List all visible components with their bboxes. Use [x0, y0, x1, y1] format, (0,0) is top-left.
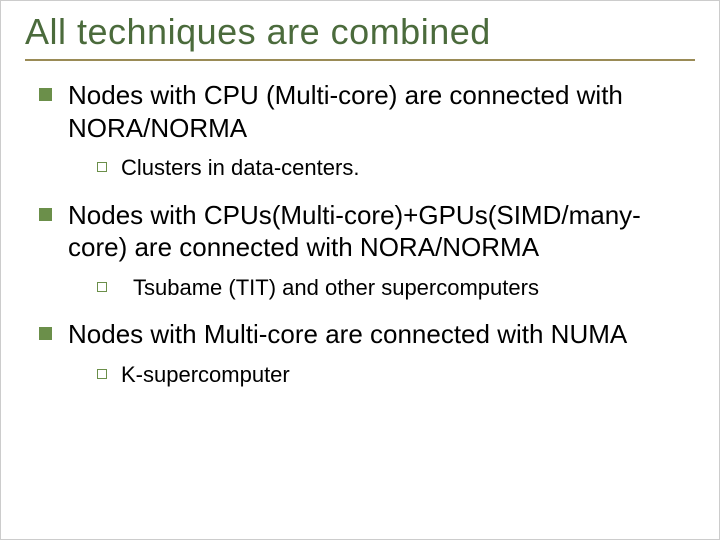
square-bullet-icon [39, 88, 52, 101]
bullet-text: Nodes with CPU (Multi-core) are connecte… [68, 79, 695, 144]
sub-bullet-item: Clusters in data-centers. [97, 154, 695, 183]
sub-bullet-text: Clusters in data-centers. [121, 154, 359, 183]
square-bullet-icon [39, 208, 52, 221]
bullet-item: Nodes with CPUs(Multi-core)+GPUs(SIMD/ma… [39, 199, 695, 264]
sub-bullet-item: K-supercomputer [97, 361, 695, 390]
slide-title: All techniques are combined [25, 11, 695, 53]
bullet-item: Nodes with Multi-core are connected with… [39, 318, 695, 351]
sub-bullet-item: Tsubame (TIT) and other supercomputers [97, 274, 695, 303]
hollow-square-icon [97, 162, 107, 172]
sub-bullet-text: K-supercomputer [121, 361, 290, 390]
title-container: All techniques are combined [25, 11, 695, 61]
square-bullet-icon [39, 327, 52, 340]
slide-content: Nodes with CPU (Multi-core) are connecte… [25, 79, 695, 389]
sub-bullet-text: Tsubame (TIT) and other supercomputers [133, 274, 539, 303]
hollow-square-icon [97, 369, 107, 379]
bullet-item: Nodes with CPU (Multi-core) are connecte… [39, 79, 695, 144]
bullet-text: Nodes with Multi-core are connected with… [68, 318, 627, 351]
slide: All techniques are combined Nodes with C… [0, 0, 720, 540]
bullet-text: Nodes with CPUs(Multi-core)+GPUs(SIMD/ma… [68, 199, 695, 264]
hollow-square-icon [97, 282, 107, 292]
